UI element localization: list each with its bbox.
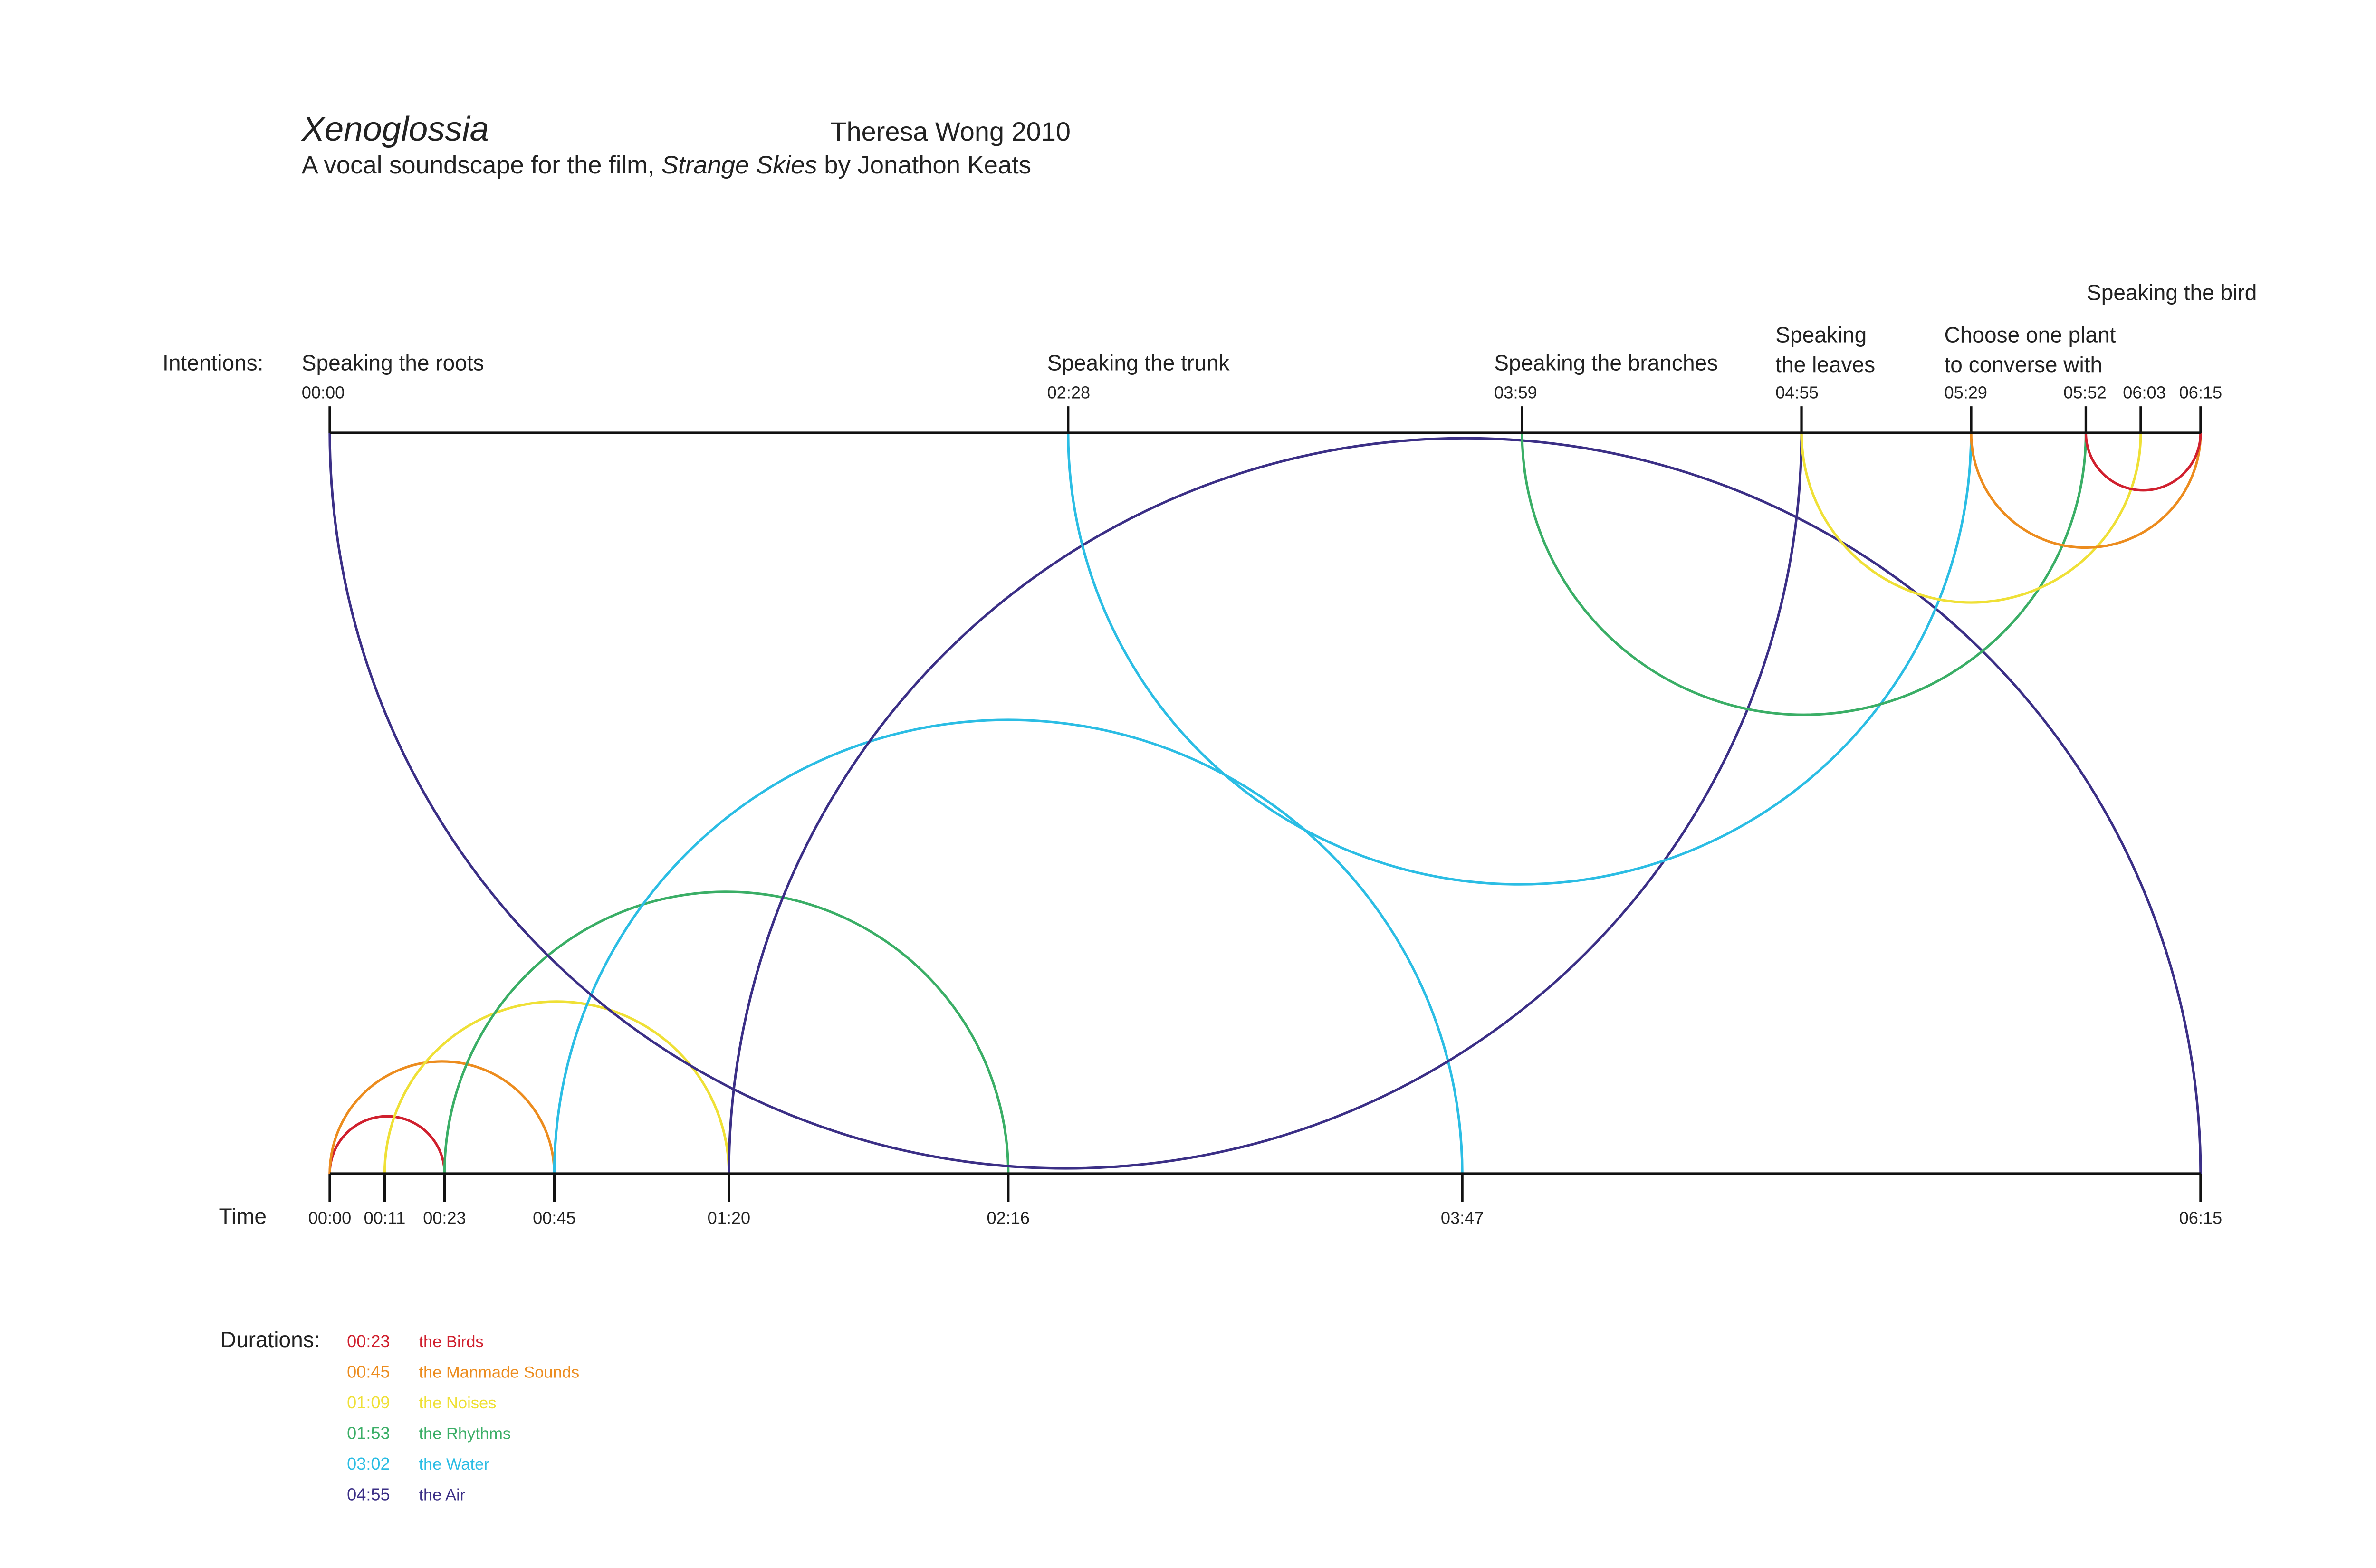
credit: Theresa Wong 2010	[830, 116, 1071, 146]
intention-time: 05:29	[1945, 383, 1987, 402]
intention-time: 04:55	[1775, 383, 1818, 402]
intention-label: Speaking the roots	[302, 350, 484, 375]
voice-name: the Air	[419, 1486, 465, 1504]
durations-label: Durations:	[220, 1327, 320, 1352]
intention-time: 00:00	[302, 383, 345, 402]
intention-label: Speaking the bird	[2087, 280, 2257, 305]
arc-the-water	[1068, 433, 1971, 884]
voice-name: the Water	[419, 1455, 489, 1473]
arc-the-birds	[328, 1115, 446, 1174]
arc-the-noises	[383, 1000, 730, 1174]
arc-the-air	[729, 438, 2201, 1174]
arc-the-rhythms	[1521, 433, 2088, 716]
intention-time: 03:59	[1494, 383, 1537, 402]
title: Xenoglossia	[301, 110, 489, 148]
arc-the-water	[553, 718, 1464, 1174]
arc-the-manmade-sounds	[328, 1060, 556, 1174]
voice-name: the Rhythms	[419, 1425, 511, 1443]
arc-the-birds	[2084, 433, 2202, 491]
intention-time: 06:15	[2179, 383, 2222, 402]
duration-value: 01:09	[347, 1393, 390, 1412]
time-tick-label: 06:15	[2179, 1208, 2222, 1227]
intention-label: Speaking	[1775, 322, 1867, 347]
intention-label: Speaking the trunk	[1047, 350, 1230, 375]
time-tick-label: 00:00	[308, 1208, 351, 1227]
arcs-layer	[330, 433, 2201, 1174]
intention-time: 06:03	[2123, 383, 2165, 402]
arc-the-noises	[1800, 433, 2142, 604]
voice-name: the Birds	[419, 1333, 483, 1351]
time-tick-label: 00:11	[364, 1208, 406, 1227]
time-tick-label: 00:45	[533, 1208, 575, 1227]
duration-value: 00:23	[347, 1331, 390, 1351]
time-tick-label: 03:47	[1441, 1208, 1484, 1227]
time-tick-label: 02:16	[987, 1208, 1030, 1227]
voice-name: the Manmade Sounds	[419, 1364, 579, 1382]
intention-label: the leaves	[1775, 352, 1875, 377]
time-tick-label: 01:20	[708, 1208, 750, 1227]
time-label: Time	[219, 1204, 267, 1228]
labels-layer: Xenoglossia Theresa Wong 2010 A vocal soun…	[163, 110, 2257, 1504]
time-tick-label: 00:23	[423, 1208, 466, 1227]
axes-layer	[328, 406, 2202, 1202]
intention-label: Speaking the branches	[1494, 350, 1718, 375]
duration-value: 04:55	[347, 1484, 390, 1504]
arc-the-air	[330, 433, 1801, 1168]
subtitle: A vocal soundscape for the film, Strange…	[302, 151, 1031, 179]
intention-label: Choose one plant	[1945, 322, 2116, 347]
duration-value: 00:45	[347, 1362, 390, 1382]
intention-time: 02:28	[1047, 383, 1090, 402]
arc-the-rhythms	[444, 892, 1008, 1174]
duration-value: 03:02	[347, 1454, 390, 1473]
intention-time: 05:52	[2063, 383, 2106, 402]
arc-the-manmade-sounds	[1970, 433, 2202, 549]
intention-label: to converse with	[1945, 352, 2103, 377]
intentions-label: Intentions:	[163, 350, 263, 375]
duration-value: 01:53	[347, 1424, 390, 1443]
voice-name: the Noises	[419, 1394, 496, 1412]
